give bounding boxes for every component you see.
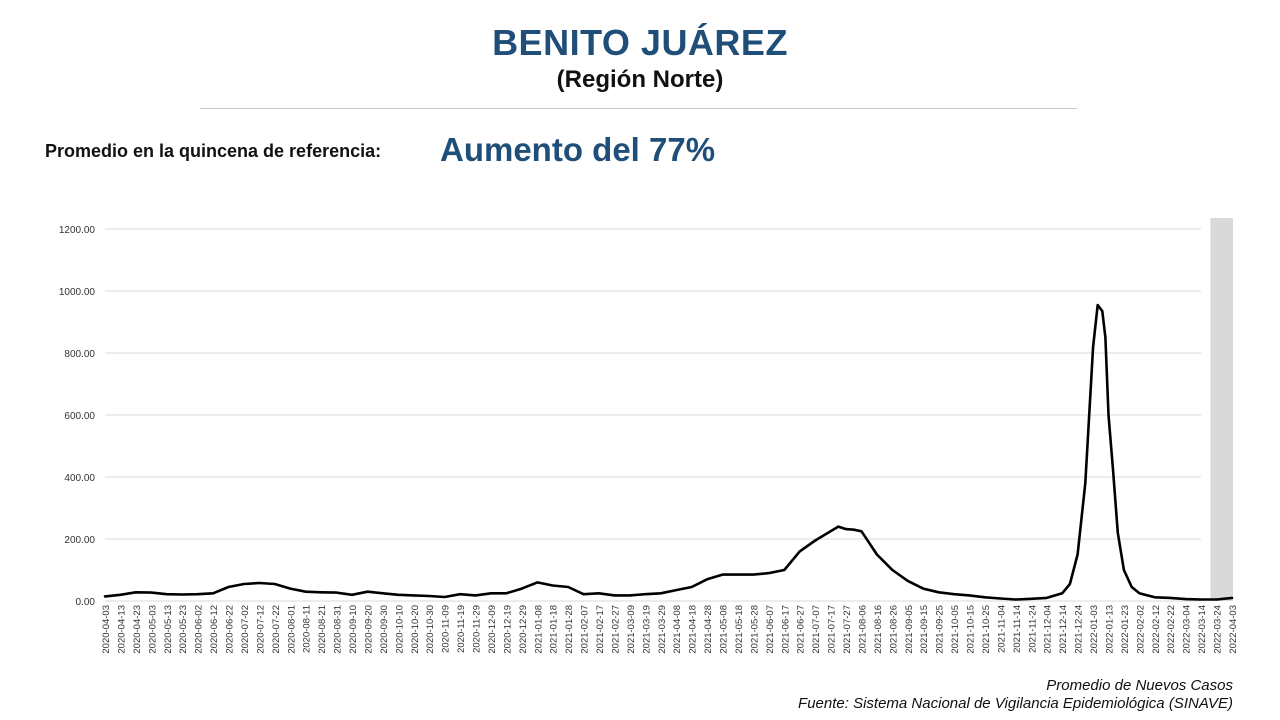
x-tick-label: 2022-03-24 [1213,605,1224,654]
x-tick-label: 2021-06-07 [765,605,776,654]
y-tick-label: 200.00 [64,535,95,546]
x-tick-label: 2022-01-23 [1120,605,1131,654]
chart-caption: Promedio de Nuevos Casos [1046,677,1233,694]
x-tick-label: 2021-12-24 [1074,605,1085,654]
x-tick-label: 2021-01-18 [549,605,560,654]
reference-label: Promedio en la quincena de referencia: [45,141,382,161]
source-caption: Fuente: Sistema Nacional de Vigilancia E… [798,695,1233,712]
x-tick-label: 2020-07-12 [255,605,266,654]
x-tick-label: 2022-01-03 [1089,605,1100,654]
y-tick-label: 600.00 [64,411,95,422]
x-tick-label: 2021-10-25 [981,605,992,654]
x-tick-label: 2020-06-12 [209,605,220,654]
page-subtitle: (Región Norte) [556,66,724,93]
x-tick-label: 2021-01-08 [533,605,544,654]
x-tick-label: 2021-03-09 [626,605,637,654]
x-tick-label: 2020-04-13 [116,605,127,654]
x-tick-label: 2021-09-25 [935,605,946,654]
x-tick-label: 2020-07-22 [271,605,282,654]
y-tick-label: 400.00 [64,473,95,484]
x-tick-label: 2021-06-17 [780,605,791,654]
x-tick-label: 2021-02-27 [610,605,621,654]
x-tick-label: 2022-02-22 [1166,605,1177,654]
x-tick-label: 2021-12-04 [1043,605,1054,654]
x-tick-label: 2021-06-27 [796,605,807,654]
x-tick-label: 2021-04-08 [672,605,683,654]
x-tick-label: 2021-05-18 [734,605,745,654]
x-tick-label: 2021-11-14 [1012,605,1023,653]
x-tick-label: 2021-02-17 [595,605,606,654]
x-tick-label: 2020-11-29 [472,605,483,653]
x-tick-label: 2020-04-03 [101,605,112,654]
x-tick-label: 2022-02-12 [1151,605,1162,654]
x-tick-label: 2021-10-15 [966,605,977,654]
x-tick-label: 2020-08-11 [302,605,313,653]
x-tick-label: 2021-07-17 [827,605,838,654]
x-tick-label: 2021-05-28 [749,605,760,654]
x-tick-label: 2020-07-02 [240,605,251,654]
x-tick-label: 2020-11-19 [456,605,467,653]
x-tick-label: 2020-06-22 [225,605,236,654]
x-tick-label: 2020-05-13 [163,605,174,654]
x-tick-label: 2021-11-04 [996,605,1007,653]
x-tick-label: 2022-03-14 [1197,605,1208,654]
x-tick-label: 2021-10-05 [950,605,961,654]
x-tick-label: 2020-10-20 [410,605,421,654]
x-tick-label: 2020-09-10 [348,605,359,654]
reference-value: Aumento del 77% [440,131,716,168]
x-tick-label: 2020-10-30 [425,605,436,654]
x-tick-label: 2021-07-27 [842,605,853,654]
x-tick-label: 2021-02-07 [580,605,591,654]
x-tick-label: 2020-08-31 [333,605,344,654]
x-tick-label: 2021-11-24 [1027,605,1038,653]
x-tick-label: 2022-02-02 [1135,605,1146,654]
x-tick-label: 2021-04-28 [703,605,714,654]
x-tick-label: 2020-08-01 [286,605,297,654]
y-tick-label: 1000.00 [59,287,96,298]
x-tick-label: 2020-05-03 [147,605,158,654]
x-tick-label: 2021-08-06 [857,605,868,654]
x-tick-label: 2021-03-19 [641,605,652,654]
x-tick-label: 2021-12-14 [1058,605,1069,654]
x-tick-label: 2022-04-03 [1228,605,1239,654]
x-tick-label: 2021-09-05 [904,605,915,654]
x-tick-label: 2021-07-07 [811,605,822,654]
x-tick-label: 2021-05-08 [719,605,730,654]
x-tick-label: 2020-09-30 [379,605,390,654]
highlight-band [1210,218,1233,601]
x-tick-label: 2020-12-09 [487,605,498,654]
x-tick-label: 2020-09-20 [363,605,374,654]
x-tick-label: 2022-03-04 [1182,605,1193,654]
x-tick-label: 2020-08-21 [317,605,328,654]
y-tick-label: 800.00 [64,349,95,360]
x-tick-label: 2020-12-29 [518,605,529,654]
x-tick-label: 2020-12-19 [502,605,513,654]
x-tick-label: 2021-09-15 [919,605,930,654]
x-tick-label: 2021-01-28 [564,605,575,654]
title-divider [200,108,1077,109]
x-tick-label: 2021-03-29 [657,605,668,654]
x-tick-label: 2021-04-18 [688,605,699,654]
x-tick-label: 2020-05-23 [178,605,189,654]
x-tick-label: 2020-10-10 [394,605,405,654]
x-tick-label: 2020-11-09 [441,605,452,653]
y-tick-label: 0.00 [76,597,96,608]
x-tick-label: 2021-08-16 [873,605,884,654]
series-line [103,303,1234,601]
x-tick-label: 2022-01-13 [1104,605,1115,654]
x-tick-label: 2020-04-23 [132,605,143,654]
y-tick-label: 1200.00 [59,225,96,236]
x-tick-label: 2021-08-26 [888,605,899,654]
x-tick-label: 2020-06-02 [194,605,205,654]
page-title: BENITO JUÁREZ [492,22,788,63]
